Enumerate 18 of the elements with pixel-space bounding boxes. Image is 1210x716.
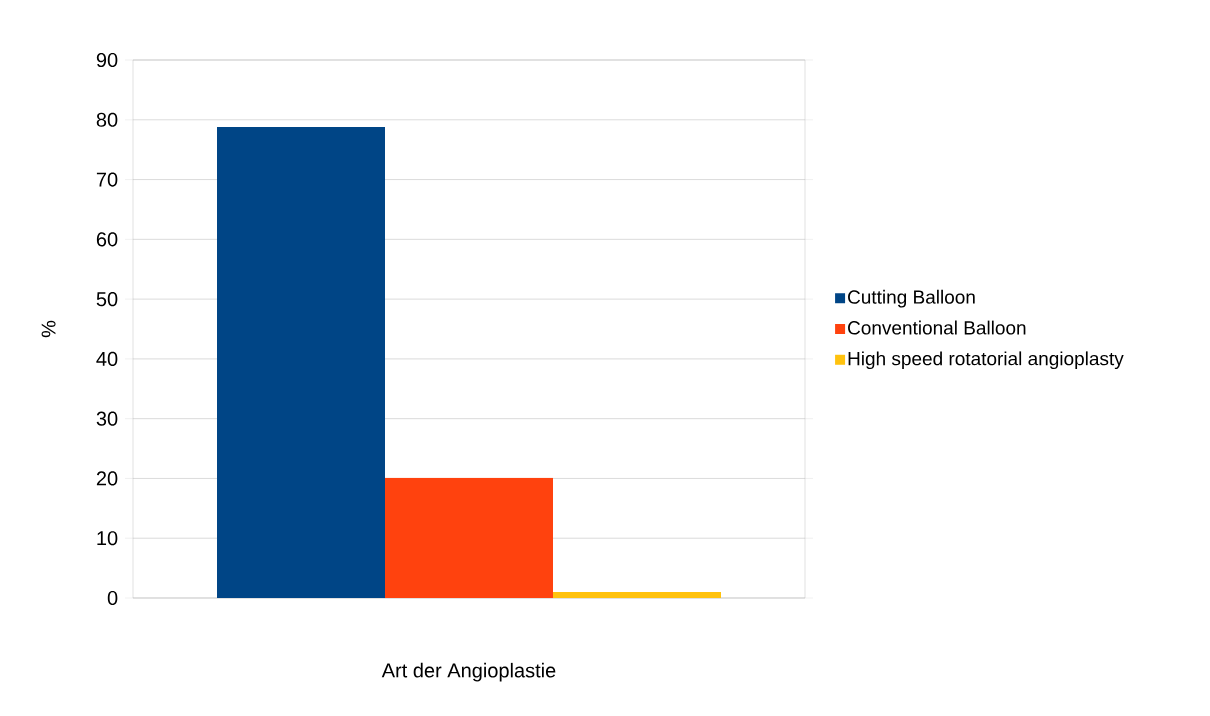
y-tick-label: 60 [96,232,118,247]
y-tick-label: 0 [107,590,118,606]
bar [385,477,553,598]
legend-label: Conventional Balloon [848,320,1026,335]
y-tick-label: 30 [96,411,118,426]
y-tick-label: 50 [96,292,118,307]
y-tick-label: 20 [96,471,118,486]
legend-label: Cutting Balloon [848,289,975,308]
y-tick-label: 90 [96,52,118,68]
y-tick-label: 70 [96,172,118,187]
legend-label: High speed rotatorial angioplasty [848,351,1124,370]
x-axis-title: Art der Angioplastie [381,662,556,682]
y-tick-label: 10 [97,531,118,546]
y-axis-title: % [41,320,56,338]
bar [217,126,385,598]
bar [553,592,722,598]
y-tick-label: 40 [96,351,118,366]
y-tick-label: 80 [96,112,118,127]
